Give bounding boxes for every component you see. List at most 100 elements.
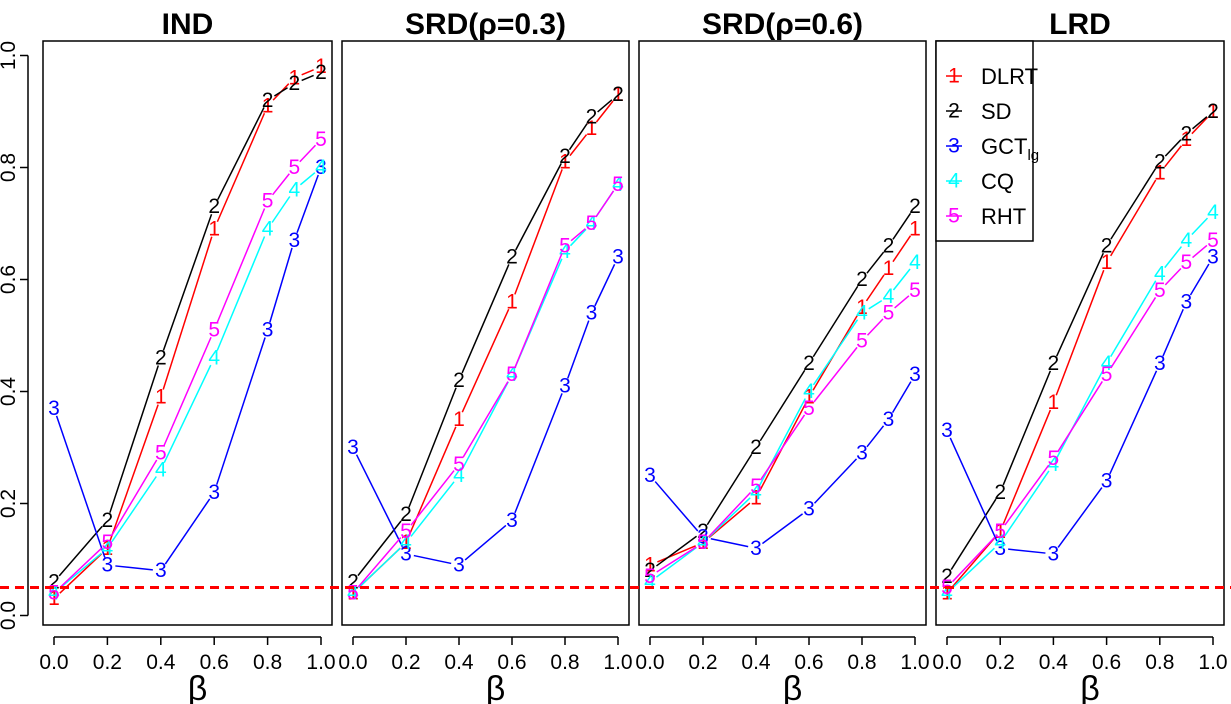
data-point: 1 (803, 386, 815, 409)
data-point: 4 (909, 251, 921, 274)
series-segment (55, 415, 106, 558)
series-segment (217, 107, 265, 200)
series-segment (301, 69, 314, 76)
series-segment (410, 470, 455, 526)
series-segment (868, 299, 883, 310)
series-segment (1109, 370, 1158, 475)
series-segment (949, 437, 998, 542)
series-segment (951, 536, 996, 583)
data-point: 2 (453, 369, 465, 392)
x-tick-label: 0.2 (93, 651, 122, 674)
data-point: 4 (155, 458, 167, 481)
data-point: 4 (288, 178, 300, 201)
data-point: 5 (559, 234, 571, 257)
data-point: 3 (506, 509, 518, 532)
series-segment (568, 123, 588, 151)
series-segment (1192, 116, 1208, 130)
data-point: 5 (586, 212, 598, 235)
data-point: 4 (1181, 229, 1193, 252)
legend-marker: 4 (948, 170, 960, 193)
series-segment (1008, 548, 1046, 554)
data-point: 2 (586, 106, 598, 129)
x-tick-label: 1.0 (603, 651, 632, 674)
data-point: 5 (750, 475, 762, 498)
series-segment (1191, 116, 1209, 135)
series-segment (1057, 381, 1103, 453)
legend-label: RHT (981, 204, 1026, 229)
series-segment (1110, 297, 1157, 369)
data-point: 5 (453, 453, 465, 476)
data-point: 1 (856, 296, 868, 319)
series-segment (567, 320, 590, 379)
data-point: 1 (506, 290, 518, 313)
x-axis-label: β (1080, 670, 1100, 704)
series-segment (162, 236, 213, 390)
series-segment (892, 235, 912, 263)
x-tick-label: 0.0 (932, 651, 961, 674)
series-segment (410, 481, 455, 537)
data-point: 5 (315, 128, 327, 151)
data-point: 3 (1207, 246, 1219, 269)
data-point: 2 (1207, 100, 1219, 123)
data-point: 3 (48, 397, 60, 420)
series-segment (1002, 409, 1052, 525)
data-point: 1 (48, 587, 60, 610)
x-tick-label: 0.6 (794, 651, 823, 674)
series-segment (813, 458, 858, 504)
data-point: 3 (315, 156, 327, 179)
panel-1: SRD(ρ=0.3)0.0 0.2 0.4 0.6 0.8 1.0β11111112222… (338, 8, 632, 704)
data-point: 4 (102, 537, 114, 560)
x-tick-label: 0.4 (146, 651, 176, 674)
series-segment (708, 497, 751, 538)
data-point: 4 (315, 156, 327, 179)
data-point: 4 (262, 218, 274, 241)
y-tick-label: 0.2 (0, 489, 20, 518)
series-segment (594, 264, 616, 307)
x-tick-label: 0.8 (550, 651, 579, 674)
data-point: 2 (994, 481, 1006, 504)
data-point: 1 (1181, 128, 1193, 151)
series-segment (464, 524, 507, 561)
series-segment (892, 212, 912, 240)
data-point: 2 (315, 61, 327, 84)
data-point: 4 (559, 240, 571, 263)
data-point: 2 (559, 145, 571, 168)
series-segment (461, 264, 510, 374)
data-point: 1 (1048, 391, 1060, 414)
data-point: 3 (1154, 352, 1166, 375)
data-point: 2 (102, 509, 114, 532)
series-segment (271, 173, 290, 196)
data-point: 4 (750, 481, 762, 504)
series-segment (656, 546, 697, 573)
series-segment (163, 364, 212, 464)
data-point: 3 (994, 537, 1006, 560)
data-point: 2 (262, 89, 274, 112)
panel-title: IND (162, 8, 214, 41)
series-segment (357, 537, 402, 588)
series-segment (1192, 244, 1208, 259)
data-point: 2 (644, 559, 656, 582)
x-tick-label: 1.0 (1198, 651, 1227, 674)
data-point: 2 (909, 195, 921, 218)
data-point: 2 (1048, 352, 1060, 375)
data-point: 5 (262, 190, 274, 213)
data-point: 1 (883, 257, 895, 280)
data-point: 3 (856, 442, 868, 465)
data-point: 1 (1101, 251, 1113, 274)
series-segment (164, 498, 211, 565)
legend-label-text: CQ (981, 169, 1014, 194)
data-point: 3 (208, 481, 220, 504)
series-segment (654, 481, 699, 532)
legend-marker: 2 (948, 100, 960, 123)
series-segment (109, 404, 159, 542)
data-point: 3 (288, 229, 300, 252)
